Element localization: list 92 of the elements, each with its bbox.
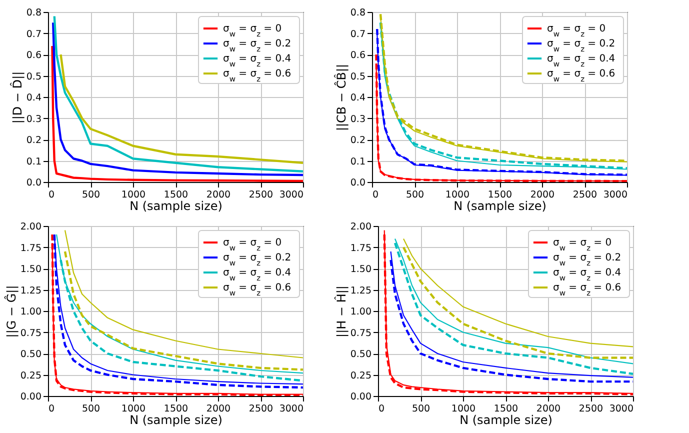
line-series bbox=[60, 53, 303, 164]
y-tick-label: 1.75 bbox=[20, 242, 42, 254]
y-tick-label: 0.7 bbox=[26, 28, 42, 40]
y-tick-label: 0.8 bbox=[26, 8, 42, 18]
y-tick-label: 1.50 bbox=[20, 264, 42, 275]
line-series bbox=[64, 230, 303, 358]
legend-label: σ$_{w}$ = σ$_{z}$ = 0 bbox=[223, 238, 282, 252]
legend-label: σ$_{w}$ = σ$_{z}$ = 0.4 bbox=[223, 268, 292, 282]
y-tick-label: 0.2 bbox=[26, 135, 42, 146]
legend-label: σ$_{w}$ = σ$_{z}$ = 0 bbox=[553, 238, 612, 252]
x-tick-label: 2000 bbox=[206, 190, 231, 200]
y-tick-label: 0.50 bbox=[350, 349, 372, 360]
y-tick-label: 2.00 bbox=[20, 222, 42, 232]
y-tick-label: 0.3 bbox=[350, 114, 366, 125]
legend-label: σ$_{w}$ = σ$_{z}$ = 0.4 bbox=[223, 54, 292, 68]
y-tick-label: 0.0 bbox=[26, 178, 42, 188]
y-tick-label: 0.1 bbox=[350, 156, 366, 168]
x-tick-label: 1500 bbox=[494, 404, 518, 414]
x-axis-title: N (sample size) bbox=[460, 413, 552, 427]
x-axis-title: N (sample size) bbox=[130, 199, 222, 213]
x-tick-label: 2500 bbox=[578, 404, 604, 414]
y-tick-label: 0.00 bbox=[350, 392, 372, 402]
legend-label: σ$_{w}$ = σ$_{z}$ = 0 bbox=[547, 24, 606, 38]
legend-label: σ$_{w}$ = σ$_{z}$ = 0.4 bbox=[553, 268, 622, 282]
y-tick-label: 0.2 bbox=[350, 135, 366, 146]
y-tick-label: 0.4 bbox=[350, 92, 366, 104]
x-tick-label: 2000 bbox=[206, 404, 231, 414]
y-tick-label: 0.4 bbox=[26, 92, 42, 104]
y-tick-label: 1.25 bbox=[350, 285, 372, 296]
y-tick-label: 0.6 bbox=[26, 50, 42, 61]
line-series bbox=[402, 238, 633, 348]
x-tick-label: 0 bbox=[48, 404, 55, 414]
y-axis-title: ||H − Ĥ|| bbox=[333, 286, 348, 338]
y-tick-label: 0.0 bbox=[350, 178, 366, 188]
x-tick-label: 2000 bbox=[530, 190, 555, 200]
x-tick-label: 0 bbox=[372, 190, 379, 200]
x-tick-label: 1000 bbox=[121, 404, 146, 414]
y-tick-label: 0.25 bbox=[350, 370, 372, 382]
y-tick-label: 1.50 bbox=[350, 264, 372, 275]
y-tick-label: 1.00 bbox=[350, 306, 372, 318]
y-tick-label: 0.5 bbox=[350, 71, 366, 82]
x-tick-label: 3000 bbox=[279, 404, 304, 414]
legend-label: σ$_{w}$ = σ$_{z}$ = 0.6 bbox=[553, 282, 622, 297]
x-tick-label: 500 bbox=[82, 190, 100, 200]
legend-label: σ$_{w}$ = σ$_{z}$ = 0.6 bbox=[547, 68, 616, 83]
legend-label: σ$_{w}$ = σ$_{z}$ = 0.6 bbox=[223, 68, 292, 83]
y-tick-label: 0.5 bbox=[26, 71, 42, 82]
y-axis-title: ||CB − ĈB̂|| bbox=[333, 64, 348, 132]
x-tick-label: 1000 bbox=[445, 190, 470, 200]
legend-label: σ$_{w}$ = σ$_{z}$ = 0.2 bbox=[553, 252, 622, 267]
legend-label: σ$_{w}$ = σ$_{z}$ = 0.2 bbox=[547, 38, 616, 53]
y-tick-label: 0.3 bbox=[26, 114, 42, 125]
legend-label: σ$_{w}$ = σ$_{z}$ = 0.2 bbox=[223, 252, 292, 267]
x-tick-label: 500 bbox=[412, 404, 430, 414]
x-tick-label: 1500 bbox=[164, 404, 188, 414]
y-tick-label: 0.1 bbox=[26, 156, 42, 168]
x-tick-label: 1500 bbox=[488, 190, 512, 200]
x-tick-label: 2500 bbox=[248, 404, 274, 414]
x-axis-title: N (sample size) bbox=[130, 413, 222, 427]
line-series bbox=[64, 250, 303, 371]
y-tick-label: 1.25 bbox=[20, 285, 42, 296]
x-tick-label: 3000 bbox=[603, 190, 628, 200]
x-tick-label: 500 bbox=[82, 404, 100, 414]
legend-label: σ$_{w}$ = σ$_{z}$ = 0.4 bbox=[547, 54, 616, 68]
x-tick-label: 3000 bbox=[279, 190, 304, 200]
legend-label: σ$_{w}$ = σ$_{z}$ = 0.2 bbox=[223, 38, 292, 53]
x-tick-label: 0 bbox=[378, 404, 385, 414]
y-tick-label: 0.75 bbox=[20, 328, 42, 339]
y-tick-label: 0.50 bbox=[20, 349, 42, 360]
y-tick-label: 0.00 bbox=[20, 392, 42, 402]
legend-label: σ$_{w}$ = σ$_{z}$ = 0 bbox=[223, 24, 282, 38]
x-tick-label: 1500 bbox=[164, 190, 188, 200]
x-axis-title: N (sample size) bbox=[454, 199, 546, 213]
x-tick-label: 2500 bbox=[572, 190, 598, 200]
y-tick-label: 0.75 bbox=[350, 328, 372, 339]
x-tick-label: 1000 bbox=[121, 190, 146, 200]
x-tick-label: 3000 bbox=[609, 404, 634, 414]
legend-label: σ$_{w}$ = σ$_{z}$ = 0.6 bbox=[223, 282, 292, 297]
x-tick-label: 2000 bbox=[536, 404, 561, 414]
y-tick-label: 1.00 bbox=[20, 306, 42, 318]
x-tick-label: 500 bbox=[406, 190, 424, 200]
y-tick-label: 0.8 bbox=[350, 8, 366, 18]
x-tick-label: 0 bbox=[48, 190, 55, 200]
y-tick-label: 0.6 bbox=[350, 50, 366, 61]
y-axis-title: ||D − D̂|| bbox=[10, 71, 24, 124]
y-tick-label: 1.75 bbox=[350, 242, 372, 254]
y-tick-label: 0.7 bbox=[350, 28, 366, 40]
y-axis-title: ||G − Ĝ|| bbox=[3, 285, 18, 338]
x-tick-label: 2500 bbox=[248, 190, 274, 200]
y-tick-label: 2.00 bbox=[350, 222, 372, 232]
x-tick-label: 1000 bbox=[451, 404, 476, 414]
y-tick-label: 0.25 bbox=[20, 370, 42, 382]
